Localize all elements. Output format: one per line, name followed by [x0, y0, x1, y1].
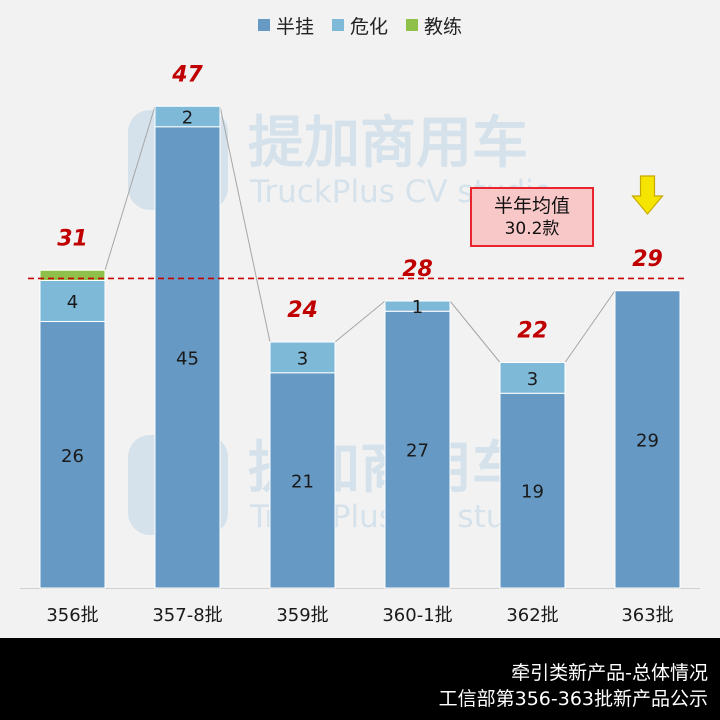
down-arrow-shape [631, 175, 664, 215]
category-label: 357-8批 [152, 605, 222, 626]
labels: 26 4 356批 31 45 2 357-8批 47 21 3 359批 24 27 1 360-1批 28… [46, 62, 673, 626]
footer-banner: 牵引类新产品-总体情况 工信部第356-363批新产品公示 [0, 638, 720, 720]
bar-value-label: 2 [182, 108, 193, 129]
total-connector-line [564, 290, 616, 363]
legend-label: 教练 [424, 15, 463, 38]
total-connector-line [104, 106, 156, 271]
bar-total-label: 31 [57, 226, 88, 251]
total-connector-lines [20, 106, 700, 589]
legend-label: 半挂 [275, 15, 314, 38]
bar-segment [614, 290, 681, 589]
category-label: 363批 [621, 605, 673, 626]
bar-value-label: 3 [297, 348, 308, 369]
bar-segment [499, 362, 566, 394]
bar-segment [39, 269, 106, 281]
legend: 半挂 危化 教练 [0, 12, 720, 38]
legend-swatch [331, 19, 344, 31]
bar-segment [269, 341, 336, 374]
watermark-brand: 提加商用车 [248, 111, 528, 176]
footer-subtitle: 工信部第356-363批新产品公示 [438, 688, 708, 710]
category-label: 359批 [276, 605, 328, 626]
bar-segment [154, 105, 221, 128]
bar-total-label: 22 [517, 319, 548, 344]
bar-value-label: 45 [176, 348, 199, 369]
bar-segment [39, 321, 106, 589]
bar-segment [269, 372, 336, 589]
average-callout: 半年均值 30.2款 [470, 187, 594, 247]
legend-swatch [406, 19, 418, 31]
bar-total-label: 28 [402, 257, 433, 282]
legend-label: 危化 [349, 15, 388, 38]
bar-value-label: 19 [521, 482, 544, 503]
bar-segment [154, 126, 221, 589]
legend-swatch [257, 19, 270, 31]
average-callout-title: 半年均值 [493, 195, 570, 217]
bar-value-label: 1 [412, 297, 423, 318]
bar-value-label: 21 [291, 471, 314, 492]
legend-item-semi: 半挂 [257, 12, 314, 39]
bar-segment [384, 310, 451, 589]
bar-segment [499, 392, 566, 589]
category-label: 360-1批 [382, 605, 452, 626]
down-arrow-icon [631, 175, 664, 215]
total-connector-line [449, 300, 501, 363]
legend-item-training: 教练 [406, 12, 462, 39]
bar-value-label: 26 [61, 446, 84, 467]
bar-value-label: 29 [636, 430, 659, 451]
bar-value-label: 4 [67, 292, 78, 313]
category-label: 356批 [46, 605, 98, 626]
bar-segment [384, 300, 451, 312]
legend-item-hazmat: 危化 [331, 12, 388, 39]
total-connector-line [334, 300, 386, 343]
bar-total-label: 29 [632, 247, 663, 272]
category-label: 362批 [506, 605, 558, 626]
footer-title: 牵引类新产品-总体情况 [511, 662, 708, 684]
average-callout-value: 30.2款 [504, 219, 560, 239]
bar-value-label: 3 [527, 369, 538, 390]
bars [39, 105, 681, 589]
bar-total-label: 47 [171, 62, 203, 87]
bar-segment [39, 280, 106, 322]
total-connector-line [219, 106, 271, 343]
bar-total-label: 24 [287, 298, 318, 323]
bar-value-label: 27 [406, 441, 429, 462]
